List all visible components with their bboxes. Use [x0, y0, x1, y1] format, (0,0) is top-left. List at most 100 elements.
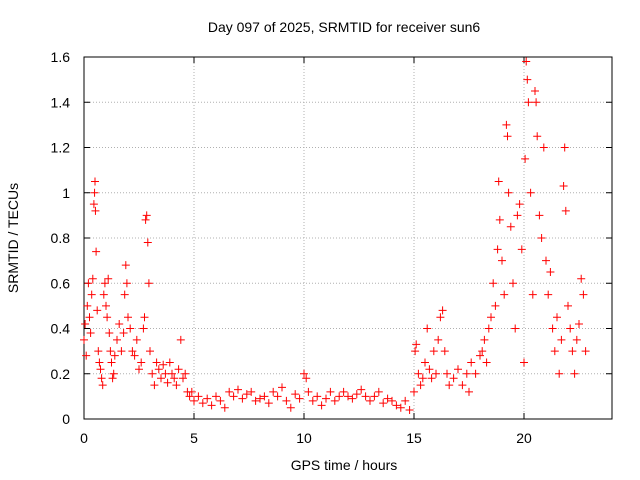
- data-point: [522, 57, 531, 66]
- data-point: [577, 274, 586, 283]
- data-point: [143, 238, 152, 247]
- data-point: [566, 324, 575, 333]
- y-tick-label: 1.2: [51, 140, 71, 156]
- data-point: [286, 403, 295, 412]
- data-point: [471, 369, 480, 378]
- data-point: [575, 319, 583, 328]
- data-point: [170, 374, 179, 383]
- data-point: [425, 365, 434, 374]
- data-point: [480, 335, 489, 344]
- data-point: [273, 392, 282, 401]
- data-point: [487, 313, 495, 322]
- data-point: [533, 132, 542, 141]
- data-point: [416, 381, 425, 390]
- data-point: [561, 206, 570, 215]
- data-point: [570, 369, 579, 378]
- data-point: [405, 405, 414, 414]
- data-point: [85, 313, 94, 322]
- data-point: [105, 329, 114, 338]
- data-point: [537, 234, 546, 242]
- data-point: [154, 365, 163, 374]
- data-point: [526, 188, 535, 197]
- data-point: [445, 381, 454, 390]
- data-point: [157, 374, 165, 383]
- data-point: [300, 369, 308, 378]
- data-point: [432, 369, 440, 378]
- data-point: [121, 261, 130, 270]
- y-tick-label: 0.6: [51, 275, 71, 291]
- data-point: [225, 387, 234, 396]
- data-point: [137, 358, 146, 367]
- data-point: [139, 324, 148, 333]
- data-point: [482, 358, 491, 367]
- data-point: [80, 335, 88, 344]
- data-point: [414, 369, 423, 378]
- data-point: [141, 215, 150, 224]
- data-point: [502, 120, 511, 129]
- data-point: [122, 279, 131, 288]
- data-point: [110, 351, 119, 360]
- data-point: [335, 392, 344, 401]
- data-point: [535, 211, 544, 220]
- data-point: [185, 392, 194, 401]
- data-point: [190, 396, 198, 405]
- data-point: [550, 347, 559, 356]
- data-point: [388, 396, 396, 405]
- data-point: [124, 313, 132, 322]
- data-point: [108, 374, 117, 383]
- data-point: [93, 306, 102, 315]
- data-point: [94, 347, 103, 356]
- data-point: [82, 351, 91, 360]
- data-point: [163, 378, 172, 387]
- x-tick-label: 0: [80, 430, 88, 446]
- data-point: [84, 279, 93, 288]
- data-point: [104, 274, 113, 283]
- data-point: [366, 396, 374, 405]
- data-point: [220, 403, 229, 412]
- data-point: [212, 392, 220, 401]
- data-point: [282, 396, 291, 405]
- data-point: [352, 390, 361, 399]
- data-point: [119, 329, 128, 338]
- data-point: [339, 387, 348, 396]
- data-point: [467, 358, 476, 367]
- chart-title: Day 097 of 2025, SRMTID for receiver sun…: [208, 19, 481, 35]
- data-point: [412, 340, 421, 349]
- y-axis-title: SRMTID / TECUs: [5, 183, 21, 293]
- y-tick-label: 0: [62, 411, 70, 427]
- data-point: [553, 313, 561, 322]
- data-point: [564, 301, 572, 310]
- data-point: [495, 215, 504, 224]
- data-point: [489, 279, 498, 288]
- y-tick-label: 1.6: [51, 49, 71, 65]
- data-point: [555, 369, 564, 378]
- axis-ticks: 0 0.2 0.4 0.6 0.8 1 1.2 1.4 1.6 0 5 10 15 20: [51, 49, 612, 446]
- data-point: [238, 394, 247, 403]
- data-point: [172, 381, 181, 390]
- data-point: [168, 369, 176, 378]
- data-point: [478, 347, 487, 356]
- data-point: [99, 290, 108, 299]
- data-point: [524, 98, 533, 107]
- data-point: [523, 75, 532, 84]
- data-point: [135, 365, 143, 374]
- data-point: [107, 358, 116, 367]
- data-point: [374, 387, 383, 396]
- data-point: [308, 396, 317, 405]
- data-point: [438, 306, 447, 315]
- data-point: [370, 392, 379, 401]
- data-point: [103, 313, 112, 322]
- data-point: [96, 365, 105, 374]
- data-point: [557, 335, 566, 344]
- data-point: [174, 365, 183, 374]
- data-point: [304, 387, 313, 396]
- data-point: [81, 319, 90, 328]
- data-point: [423, 324, 432, 333]
- data-points: [80, 57, 590, 414]
- data-point: [120, 290, 129, 299]
- data-point: [434, 335, 443, 344]
- data-point: [443, 369, 451, 378]
- data-point: [203, 394, 212, 403]
- data-point: [302, 374, 311, 383]
- y-tick-label: 0.4: [51, 321, 71, 337]
